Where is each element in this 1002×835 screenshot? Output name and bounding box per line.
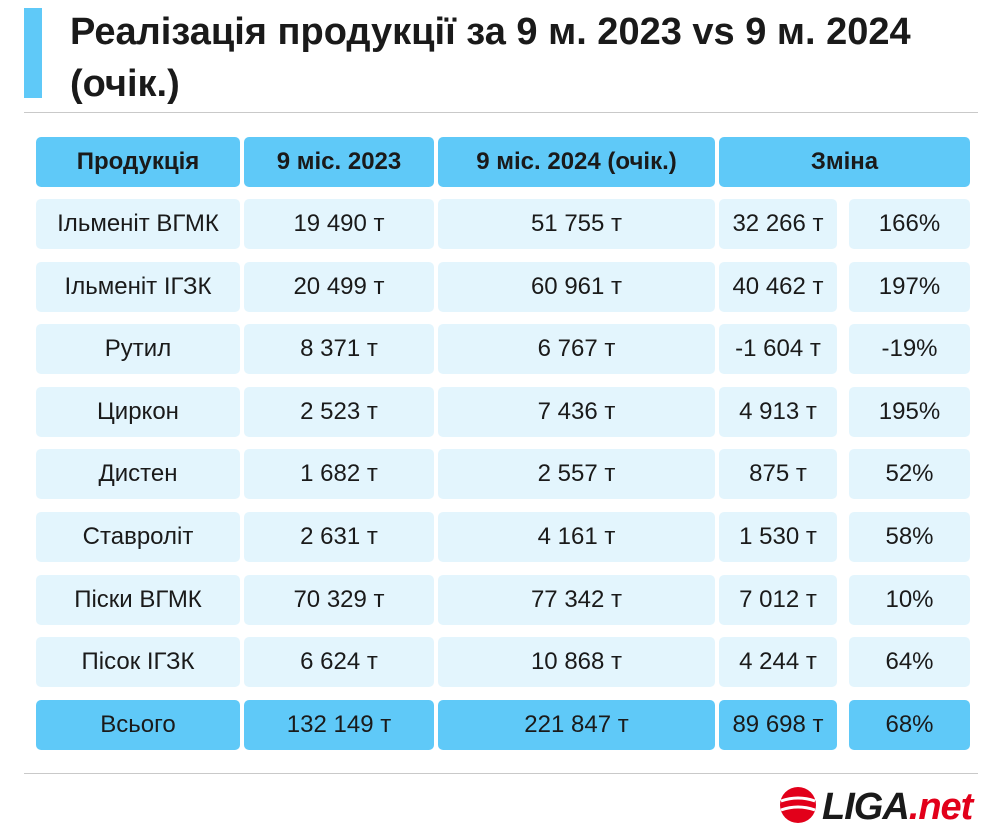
logo-text: LIGA.net [822,785,973,828]
table-row: Дистен 1 682 т 2 557 т 875 т 52% [36,449,970,499]
total-change-pct: 68% [849,700,970,750]
cell-change-abs: -1 604 т [719,324,837,374]
cell-change-pct: 52% [849,449,970,499]
cell-2024: 6 767 т [438,324,715,374]
table-total-row: Всього 132 149 т 221 847 т 89 698 т 68% [36,700,970,750]
table-row: Ільменіт ВГМК 19 490 т 51 755 т 32 266 т… [36,199,970,249]
header-product: Продукція [36,137,240,187]
header-change: Зміна [719,137,970,187]
cell-change-abs: 4 244 т [719,637,837,687]
cell-product: Пісок ІГЗК [36,637,240,687]
total-2024: 221 847 т [438,700,715,750]
cell-2023: 8 371 т [244,324,434,374]
total-change-abs: 89 698 т [719,700,837,750]
cell-change-abs: 1 530 т [719,512,837,562]
table-row: Рутил 8 371 т 6 767 т -1 604 т -19% [36,324,970,374]
title-accent-bar [24,8,42,98]
total-label: Всього [36,700,240,750]
header-2023: 9 міс. 2023 [244,137,434,187]
cell-change-abs: 7 012 т [719,575,837,625]
cell-change-abs: 32 266 т [719,199,837,249]
cell-change-pct: 197% [849,262,970,312]
total-2023: 132 149 т [244,700,434,750]
cell-change-pct: -19% [849,324,970,374]
cell-product: Ставроліт [36,512,240,562]
cell-change-pct: 64% [849,637,970,687]
cell-2024: 60 961 т [438,262,715,312]
cell-2024: 77 342 т [438,575,715,625]
cell-product: Рутил [36,324,240,374]
table-row: Циркон 2 523 т 7 436 т 4 913 т 195% [36,387,970,437]
cell-2023: 6 624 т [244,637,434,687]
cell-2023: 19 490 т [244,199,434,249]
cell-change-pct: 166% [849,199,970,249]
top-divider [24,112,978,113]
table-row: Піски ВГМК 70 329 т 77 342 т 7 012 т 10% [36,575,970,625]
liga-ball-icon [778,785,818,830]
cell-change-pct: 10% [849,575,970,625]
cell-product: Циркон [36,387,240,437]
bottom-divider [24,773,978,774]
table-row: Ставроліт 2 631 т 4 161 т 1 530 т 58% [36,512,970,562]
cell-2024: 4 161 т [438,512,715,562]
cell-2023: 2 523 т [244,387,434,437]
cell-2024: 7 436 т [438,387,715,437]
cell-product: Ільменіт ІГЗК [36,262,240,312]
cell-product: Піски ВГМК [36,575,240,625]
cell-2024: 10 868 т [438,637,715,687]
table-header-row: Продукція 9 міс. 2023 9 міс. 2024 (очік.… [36,137,970,187]
cell-change-pct: 195% [849,387,970,437]
cell-product: Дистен [36,449,240,499]
cell-2023: 2 631 т [244,512,434,562]
cell-2023: 1 682 т [244,449,434,499]
cell-2023: 70 329 т [244,575,434,625]
cell-change-abs: 4 913 т [719,387,837,437]
header-2024: 9 міс. 2024 (очік.) [438,137,715,187]
cell-product: Ільменіт ВГМК [36,199,240,249]
liga-net-logo: LIGA.net [778,782,988,832]
cell-2024: 2 557 т [438,449,715,499]
table-row: Пісок ІГЗК 6 624 т 10 868 т 4 244 т 64% [36,637,970,687]
page-title: Реалізація продукції за 9 м. 2023 vs 9 м… [70,11,911,105]
cell-change-abs: 40 462 т [719,262,837,312]
cell-change-abs: 875 т [719,449,837,499]
table-row: Ільменіт ІГЗК 20 499 т 60 961 т 40 462 т… [36,262,970,312]
cell-2023: 20 499 т [244,262,434,312]
cell-2024: 51 755 т [438,199,715,249]
cell-change-pct: 58% [849,512,970,562]
